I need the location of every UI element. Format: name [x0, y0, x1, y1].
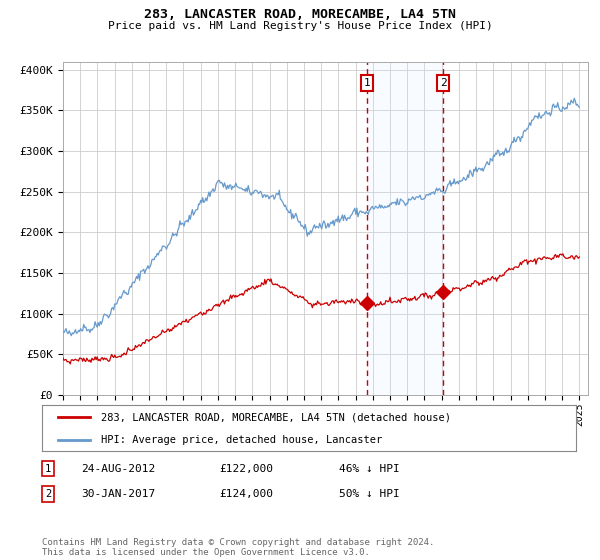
Text: Contains HM Land Registry data © Crown copyright and database right 2024.
This d: Contains HM Land Registry data © Crown c…	[42, 538, 434, 557]
Text: 1: 1	[45, 464, 51, 474]
Text: 283, LANCASTER ROAD, MORECAMBE, LA4 5TN: 283, LANCASTER ROAD, MORECAMBE, LA4 5TN	[144, 8, 456, 21]
Text: 46% ↓ HPI: 46% ↓ HPI	[339, 464, 400, 474]
Text: 30-JAN-2017: 30-JAN-2017	[81, 489, 155, 499]
Text: 2: 2	[45, 489, 51, 499]
Text: 2: 2	[440, 78, 446, 88]
Text: 1: 1	[364, 78, 370, 88]
Text: 283, LANCASTER ROAD, MORECAMBE, LA4 5TN (detached house): 283, LANCASTER ROAD, MORECAMBE, LA4 5TN …	[101, 412, 451, 422]
Text: 50% ↓ HPI: 50% ↓ HPI	[339, 489, 400, 499]
Text: 24-AUG-2012: 24-AUG-2012	[81, 464, 155, 474]
Text: £124,000: £124,000	[219, 489, 273, 499]
Text: £122,000: £122,000	[219, 464, 273, 474]
Text: Price paid vs. HM Land Registry's House Price Index (HPI): Price paid vs. HM Land Registry's House …	[107, 21, 493, 31]
Text: HPI: Average price, detached house, Lancaster: HPI: Average price, detached house, Lanc…	[101, 435, 382, 445]
Bar	[367, 62, 443, 395]
